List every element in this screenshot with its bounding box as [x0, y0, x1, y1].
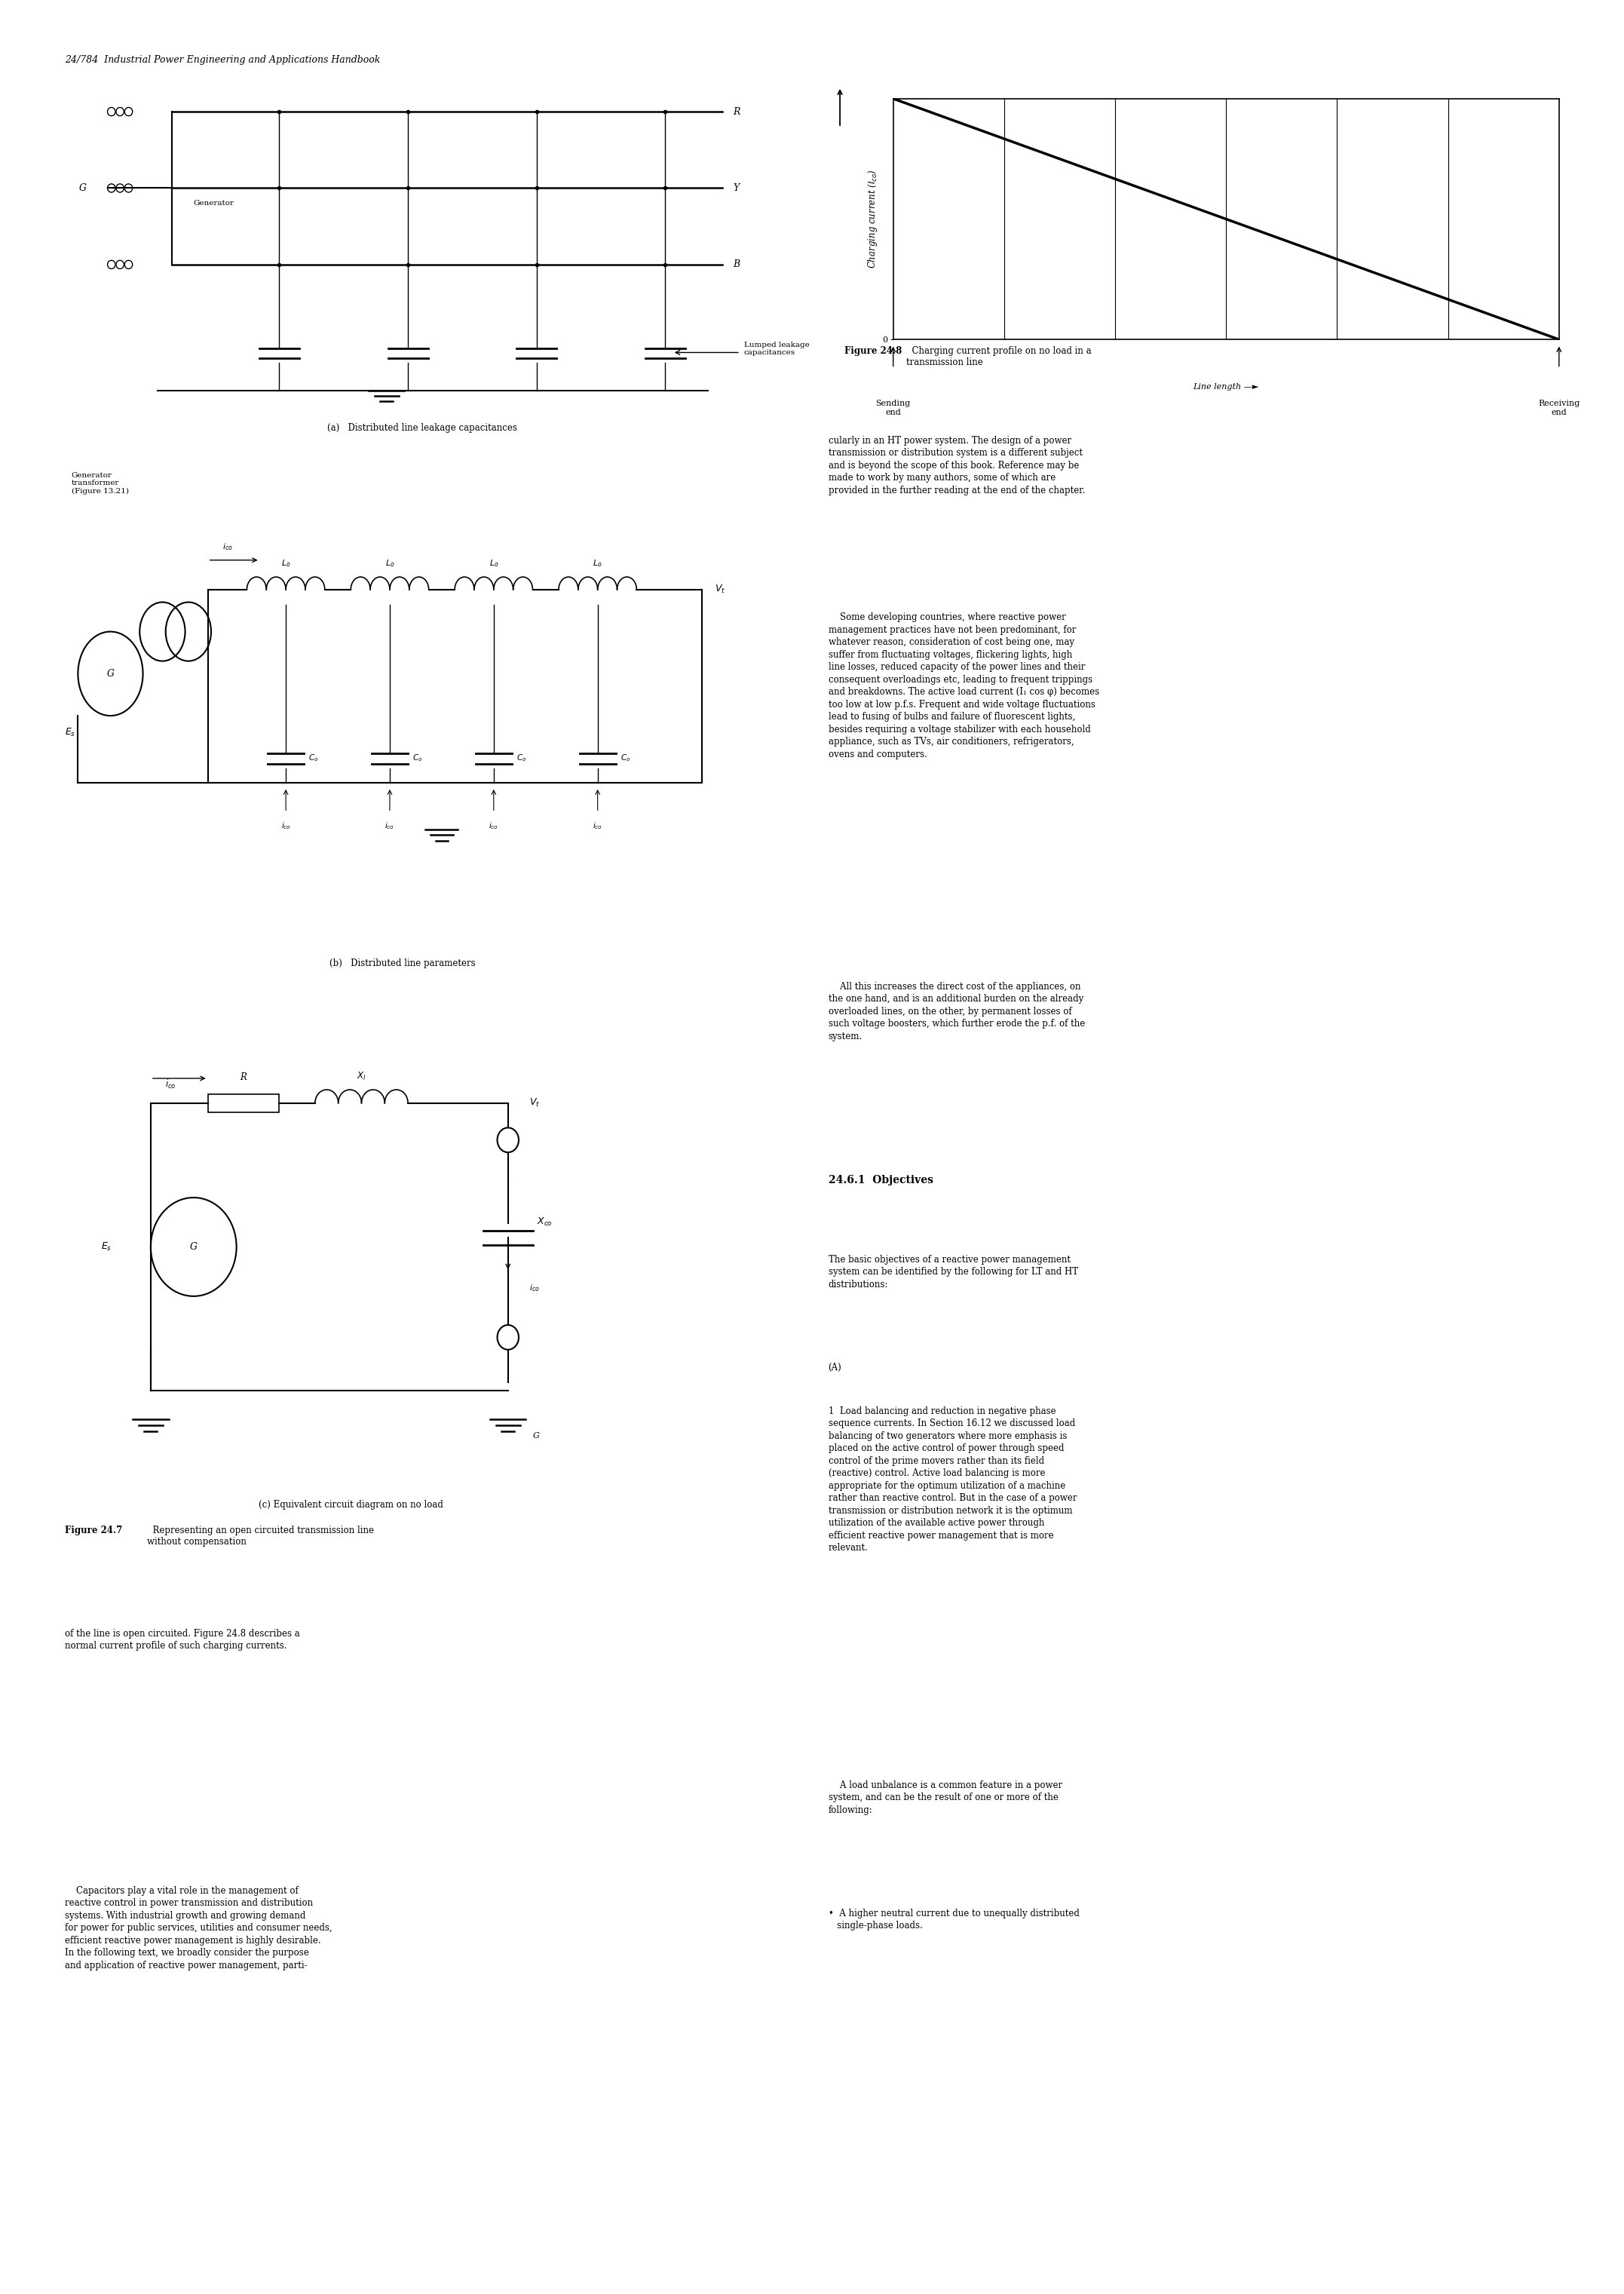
Text: $E_s$: $E_s$ — [101, 1241, 112, 1253]
Text: Capacitors play a vital role in the management of
reactive control in power tran: Capacitors play a vital role in the mana… — [65, 1886, 333, 1971]
Text: Figure 24.7: Figure 24.7 — [65, 1526, 122, 1535]
Text: $V_t$: $V_t$ — [715, 585, 726, 594]
Text: $i_{co}$: $i_{co}$ — [385, 821, 395, 830]
Text: $L_o$: $L_o$ — [281, 557, 291, 569]
Text: All this increases the direct cost of the appliances, on
the one hand, and is an: All this increases the direct cost of th… — [828, 982, 1085, 1041]
Text: Sending
end: Sending end — [875, 399, 911, 415]
Text: •  A higher neutral current due to unequally distributed
   single-phase loads.: • A higher neutral current due to unequa… — [828, 1909, 1080, 1932]
Text: $X_{co}$: $X_{co}$ — [536, 1216, 552, 1227]
Text: 1  Load balancing and reduction in negative phase
sequence currents. In Section : 1 Load balancing and reduction in negati… — [828, 1406, 1077, 1553]
Text: Lumped leakage
capacitances: Lumped leakage capacitances — [744, 342, 809, 356]
Text: $V_t$: $V_t$ — [529, 1097, 541, 1108]
Text: $L_o$: $L_o$ — [489, 557, 499, 569]
Text: Figure 24.8: Figure 24.8 — [844, 346, 901, 356]
Text: $i_{co}$: $i_{co}$ — [593, 821, 603, 830]
Text: Line length —►: Line length —► — [1194, 383, 1259, 390]
Text: $i_{co}$: $i_{co}$ — [529, 1282, 539, 1294]
Bar — [208, 1094, 279, 1113]
Text: $L_o$: $L_o$ — [385, 557, 395, 569]
Text: $E_s$: $E_s$ — [65, 727, 76, 739]
Text: (a)   Distributed line leakage capacitances: (a) Distributed line leakage capacitance… — [328, 422, 516, 434]
Text: $C_o$: $C_o$ — [412, 752, 422, 764]
Text: $i_{co}$: $i_{co}$ — [281, 821, 291, 830]
Text: Generator: Generator — [193, 200, 234, 206]
Text: Receiving
end: Receiving end — [1538, 399, 1580, 415]
Text: G: G — [80, 184, 86, 193]
Text: (A): (A) — [828, 1363, 841, 1372]
Text: $i_{co}$: $i_{co}$ — [166, 1078, 175, 1090]
Text: The basic objectives of a reactive power management
system can be identified by : The basic objectives of a reactive power… — [828, 1255, 1078, 1289]
Text: Representing an open circuited transmission line
without compensation: Representing an open circuited transmiss… — [148, 1526, 374, 1546]
Text: Y: Y — [732, 184, 739, 193]
Y-axis label: Charging current ($I_{co}$): Charging current ($I_{co}$) — [867, 170, 880, 268]
Text: $X_l$: $X_l$ — [357, 1071, 367, 1083]
Text: of the line is open circuited. Figure 24.8 describes a
normal current profile of: of the line is open circuited. Figure 24… — [65, 1629, 300, 1652]
Text: $C_o$: $C_o$ — [309, 752, 318, 764]
Text: $C_o$: $C_o$ — [620, 752, 630, 764]
Text: Some developing countries, where reactive power
management practices have not be: Some developing countries, where reactiv… — [828, 612, 1099, 759]
Text: cularly in an HT power system. The design of a power
transmission or distributio: cularly in an HT power system. The desig… — [828, 436, 1085, 496]
Text: (c) Equivalent circuit diagram on no load: (c) Equivalent circuit diagram on no loa… — [258, 1500, 443, 1509]
Text: G: G — [107, 670, 114, 679]
Text: R: R — [240, 1074, 247, 1083]
Text: B: B — [732, 259, 741, 268]
Text: R: R — [732, 108, 741, 117]
Text: A load unbalance is a common feature in a power
system, and can be the result of: A load unbalance is a common feature in … — [828, 1780, 1062, 1815]
Text: G: G — [190, 1241, 198, 1253]
Text: $C_o$: $C_o$ — [516, 752, 526, 764]
Text: $i_{co}$: $i_{co}$ — [222, 541, 232, 553]
Text: $i_{co}$: $i_{co}$ — [489, 821, 499, 830]
Text: (b)   Distributed line parameters: (b) Distributed line parameters — [330, 959, 476, 968]
Text: 24/784  Industrial Power Engineering and Applications Handbook: 24/784 Industrial Power Engineering and … — [65, 55, 380, 64]
Text: G: G — [533, 1431, 539, 1441]
Text: 24.6.1  Objectives: 24.6.1 Objectives — [828, 1175, 934, 1186]
Text: $L_o$: $L_o$ — [593, 557, 603, 569]
Text: Generator
transformer
(Figure 13.21): Generator transformer (Figure 13.21) — [71, 473, 128, 496]
Text: Charging current profile on no load in a
transmission line: Charging current profile on no load in a… — [906, 346, 1091, 367]
